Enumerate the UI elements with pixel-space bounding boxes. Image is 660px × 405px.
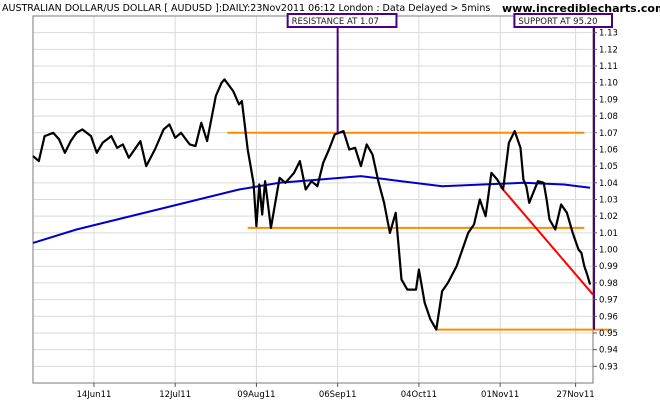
horizontal-gridlines [33, 32, 593, 367]
y-tick-label: 0.98 [599, 279, 618, 289]
y-tick-label: 0.95 [599, 329, 618, 339]
callout-layer: RESISTANCE AT 1.07 SUPPORT AT 95.20 [286, 13, 614, 330]
y-axis-ticks: 0.93 0.94 0.95 0.96 0.97 0.98 0.99 1.00 1.01 1.02… [593, 29, 618, 372]
y-tick-label: 1.03 [599, 196, 618, 206]
annotation-lines [227, 131, 612, 331]
x-tick-label: 06Sep11 [319, 390, 357, 400]
y-tick-label: 1.08 [599, 112, 618, 122]
y-tick-label: 1.13 [599, 29, 618, 39]
trendline-line [499, 185, 594, 296]
y-tick-label: 1.04 [599, 179, 618, 189]
y-tick-label: 1.06 [599, 145, 618, 155]
x-tick-label: 09Aug11 [237, 390, 275, 400]
callout-box [286, 13, 398, 28]
callout-label: RESISTANCE AT 1.07 [292, 17, 379, 27]
chart-title: AUSTRALIAN DOLLAR/US DOLLAR [ AUDUSD ]:D… [2, 3, 490, 14]
y-tick-label: 1.09 [599, 95, 618, 105]
y-tick-label: 1.07 [599, 129, 618, 139]
watermark-brand: www.incrediblecharts.com [502, 2, 660, 15]
x-tick-label: 12Jul11 [159, 390, 191, 400]
y-tick-label: 0.96 [599, 312, 618, 322]
x-tick-label: 14Jun11 [76, 390, 111, 400]
x-tick-label: 04Oct11 [401, 390, 437, 400]
price-layer [32, 78, 592, 331]
x-tick-label: 01Nov11 [481, 390, 519, 400]
y-tick-label: 1.00 [599, 246, 618, 256]
y-tick-label: 1.10 [599, 79, 618, 89]
y-tick-label: 0.93 [599, 362, 618, 372]
y-tick-label: 1.11 [599, 62, 618, 72]
y-tick-label: 1.05 [599, 162, 618, 172]
callout-label: SUPPORT AT 95.20 [518, 17, 597, 27]
price-line [32, 78, 592, 331]
x-axis-ticks: 14Jun11 12Jul11 09Aug11 06Sep11 04Oct11 01Nov… [76, 383, 595, 400]
y-tick-label: 0.97 [599, 296, 618, 306]
y-tick-label: 0.99 [599, 262, 618, 272]
y-tick-label: 0.94 [599, 346, 618, 356]
moving-average-layer [32, 175, 591, 244]
moving-average-line [32, 175, 591, 244]
x-tick-label: 27Nov11 [556, 390, 594, 400]
callout-box [513, 13, 614, 28]
y-tick-label: 1.02 [599, 212, 618, 222]
y-tick-label: 1.01 [599, 229, 618, 239]
y-tick-label: 1.12 [599, 45, 618, 55]
